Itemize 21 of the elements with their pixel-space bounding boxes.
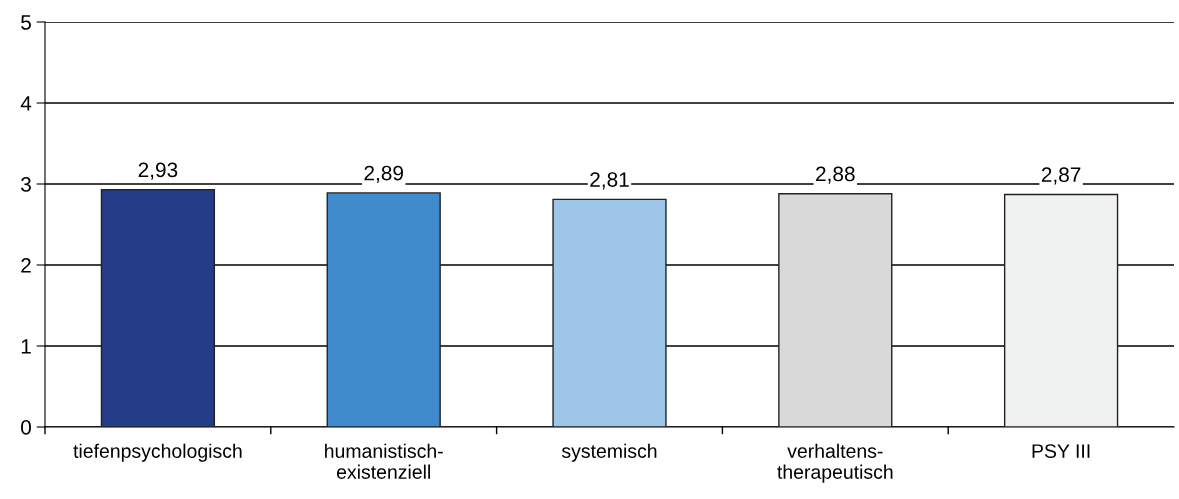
data-label: 2,89 xyxy=(364,165,403,183)
bar xyxy=(1003,193,1119,427)
y-tick-label: 3 xyxy=(21,177,31,192)
data-label: 2,87 xyxy=(1041,167,1081,185)
y-tick-label: 2 xyxy=(21,258,31,273)
y-tick-label: 0 xyxy=(21,420,31,435)
x-tick-label: humanistisch- existenziell xyxy=(325,443,443,479)
bar xyxy=(100,188,216,427)
y-tick-label: 1 xyxy=(21,339,31,354)
y-tick-label: 5 xyxy=(21,15,31,30)
x-tick-label: systemisch xyxy=(561,443,657,462)
data-label: 2,93 xyxy=(138,162,178,180)
x-tick-label: verhaltens- therapeutisch xyxy=(777,443,893,483)
bar xyxy=(552,198,667,427)
x-tick-label: tiefenpsychologisch xyxy=(73,443,242,462)
data-label: 2,88 xyxy=(816,166,855,184)
data-label: 2,81 xyxy=(590,172,629,190)
bar xyxy=(778,193,893,427)
bar xyxy=(326,192,441,427)
y-tick-label: 4 xyxy=(20,96,32,111)
x-tick-label: PSY III xyxy=(1032,444,1090,458)
